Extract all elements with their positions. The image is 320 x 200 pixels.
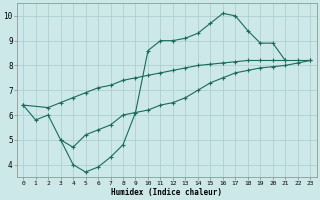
- X-axis label: Humidex (Indice chaleur): Humidex (Indice chaleur): [111, 188, 222, 197]
